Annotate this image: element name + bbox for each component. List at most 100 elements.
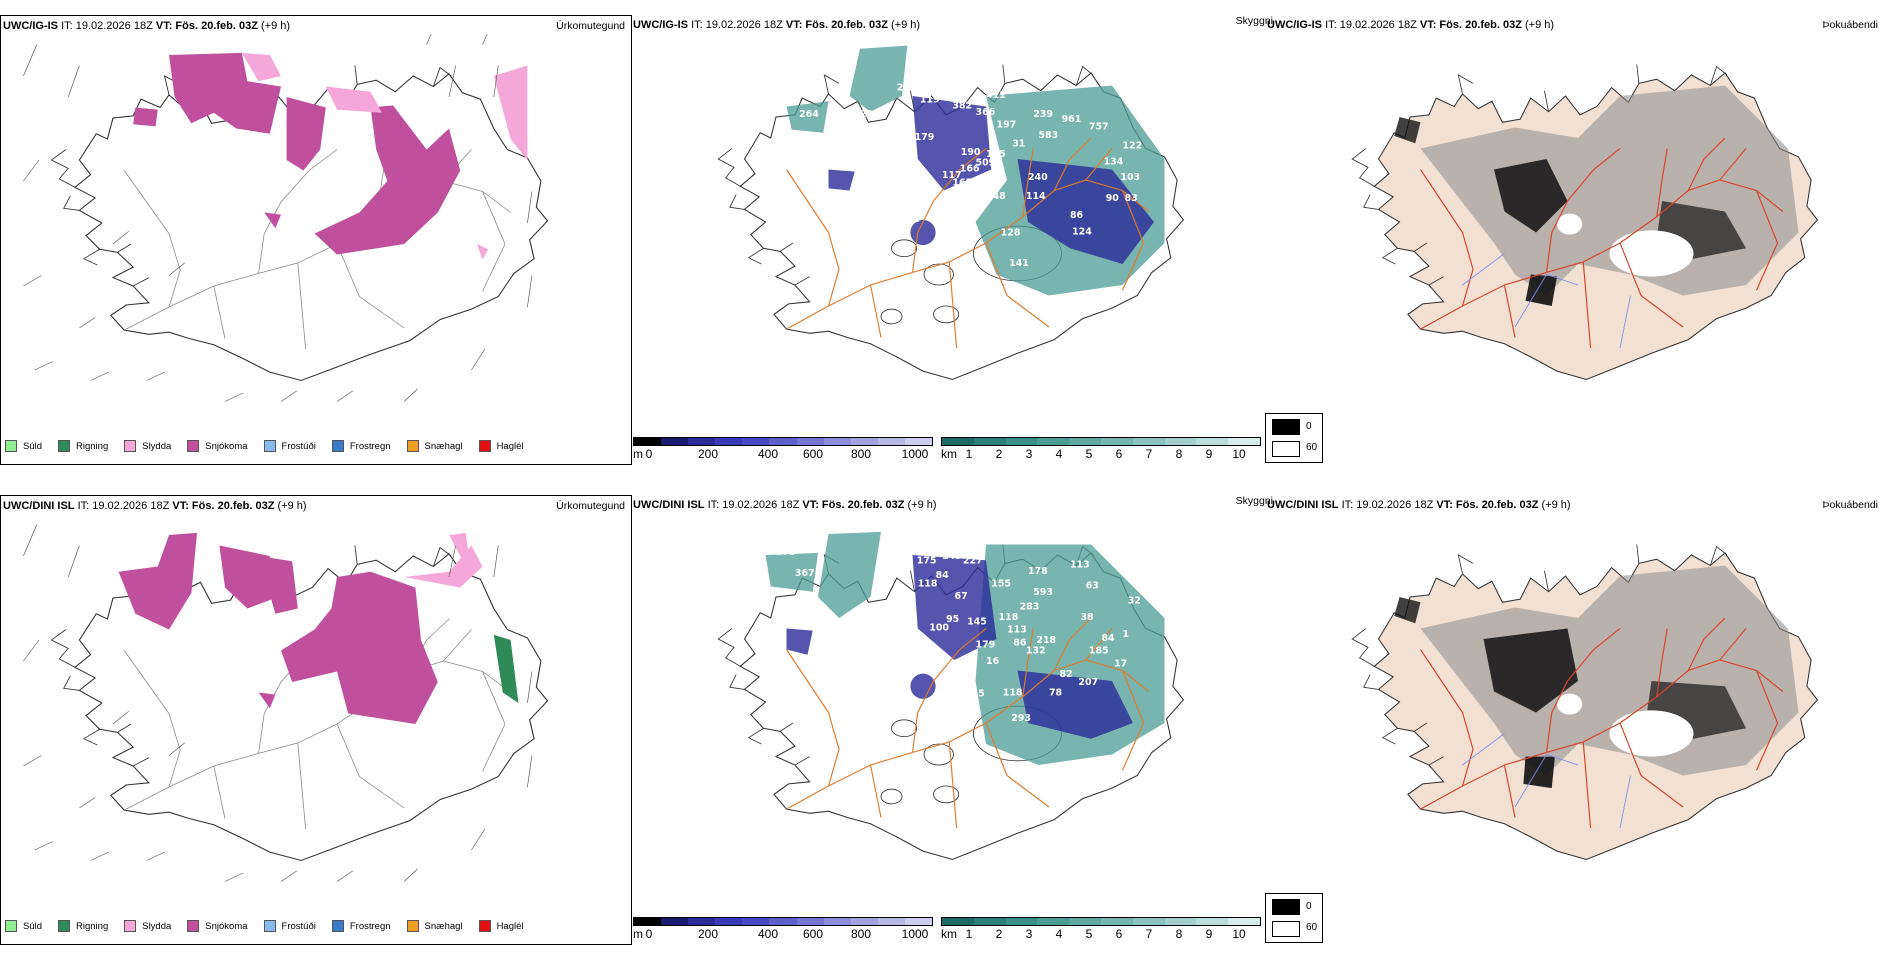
panel-title: Skyggni [1235, 495, 1273, 507]
cloud-label: 114 [1026, 191, 1046, 202]
visibility-map: 173 367 149 227 175 84 178 113 118 155 5… [717, 531, 1184, 861]
cloud-label: 118 [1003, 688, 1023, 699]
cloud-label: 173 [776, 547, 796, 558]
swatch [187, 920, 200, 932]
cloud-label: 155 [991, 579, 1011, 590]
colorbar-segment [688, 438, 716, 445]
legend-item-rain: Rigning [58, 440, 108, 452]
visibility-panel: UWC/IG-IS IT: 19.02.2026 18Z VT: Fös. 20… [633, 15, 1273, 461]
cloud-label: 185 [1089, 646, 1109, 657]
legend-item-snow-pellets: Snæhagl [406, 440, 463, 452]
fog-shading [1394, 565, 1799, 789]
precip-type-panel: UWC/DINI ISL IT: 19.02.2026 18Z VT: Fös.… [0, 495, 632, 945]
cloud-base-ticks: m 0 200 400 600 800 1000 [633, 447, 929, 461]
panel-title: Skyggni [1235, 15, 1273, 27]
cloud-label: 82 [1060, 669, 1073, 680]
panel-header: UWC/DINI ISL IT: 19.02.2026 18Z VT: Fös.… [1267, 499, 1571, 511]
cloud-label: 178 [1028, 566, 1048, 577]
cloud-base-colorbar: m 0 200 400 600 800 1000 [633, 917, 933, 943]
precip-type-map [23, 34, 549, 402]
visibility-panel: UWC/DINI ISL IT: 19.02.2026 18Z VT: Fös.… [633, 495, 1273, 941]
snow-areas [133, 52, 461, 255]
fog-low-swatch [1272, 441, 1300, 457]
colorbar-segment [661, 918, 689, 925]
cloud-label: 164 [936, 83, 956, 94]
legend-item-snow-pellets: Snæhagl [406, 920, 463, 932]
panel-title: Þokuábendi [1822, 19, 1878, 31]
cloud-label: 134 [1104, 156, 1124, 167]
swatch [58, 440, 71, 452]
colorbar-segment [1005, 918, 1038, 925]
colorbar-segment [1228, 438, 1260, 445]
cloud-label: 113 [1070, 560, 1090, 571]
colorbar-segment [1100, 438, 1133, 445]
fog-high-swatch [1272, 899, 1300, 915]
cloud-label: 283 [1020, 602, 1040, 613]
swatch [406, 920, 419, 932]
cloud-label: 145 [965, 689, 985, 700]
colorbar-segment [1069, 438, 1101, 445]
cloud-label: 78 [1049, 688, 1062, 699]
fog-map [1351, 543, 1818, 861]
fog-low-swatch [1272, 921, 1300, 937]
panel-header: UWC/DINI ISL IT: 19.02.2026 18Z VT: Fös.… [633, 499, 937, 511]
wind-barbs [23, 34, 533, 402]
cloud-label: 128 [1001, 228, 1021, 239]
panel-title: Úrkomutegund [556, 20, 625, 32]
cloud-label: 132 [1026, 646, 1046, 657]
cloud-label: 117 [942, 170, 962, 181]
cloud-label: 149 [942, 551, 962, 562]
visibility-colorbar: km 1 2 3 4 5 6 7 8 9 10 [941, 437, 1261, 463]
cloud-label: 86 [1070, 210, 1084, 221]
legend-item-drizzle: Súld [5, 440, 42, 452]
colorbar-segment [942, 438, 974, 445]
precip-legend: Súld Rigning Slydda Snjókoma Frostúði Fr… [5, 916, 534, 936]
cloud-label: 125 [986, 149, 1006, 160]
cloud-base-labels: 279 164 264 119 382 411 239 961 292 197 … [799, 83, 1142, 269]
colorbar-segment [1037, 438, 1070, 445]
colorbar-segment [823, 438, 851, 445]
visibility-map: 279 164 264 119 382 411 239 961 292 197 … [717, 45, 1184, 381]
legend-item-freezing-rain: Frostregn [331, 440, 391, 452]
swatch [406, 440, 419, 452]
fog-high-swatch [1272, 419, 1300, 435]
cloud-label: 509 [976, 157, 996, 168]
swatch [331, 920, 344, 932]
row-dini-isl: UWC/DINI ISL IT: 19.02.2026 18Z VT: Fös.… [0, 495, 1900, 965]
precip-type-map [23, 524, 549, 882]
colorbar-segment [769, 918, 797, 925]
colorbar-segment [1100, 918, 1133, 925]
cloud-label: 32 [1128, 595, 1141, 606]
swatch [187, 440, 200, 452]
colorbar-segment [796, 918, 824, 925]
cloud-label: 190 [961, 147, 981, 158]
colorbar-segment [877, 918, 905, 925]
cloud-label: 92 [940, 678, 953, 689]
fog-legend: 0 60 [1265, 893, 1323, 943]
cloud-label: 118 [999, 612, 1019, 623]
colorbar-segment [1069, 918, 1101, 925]
swatch [5, 920, 17, 932]
cloud-label: 207 [1078, 677, 1098, 688]
cloud-label: 31 [1012, 138, 1025, 149]
cloud-label: 31 [810, 166, 823, 177]
cloud-label: 757 [1089, 122, 1109, 133]
cloud-label: 264 [799, 109, 819, 120]
colorbar-segment [1132, 918, 1165, 925]
swatch [5, 440, 17, 452]
cloud-label: 239 [1033, 109, 1053, 120]
cloud-label: 17 [1114, 658, 1127, 669]
cloud-base-colorbar: m 0 200 400 600 800 1000 [633, 437, 933, 463]
cloud-label: 124 [1072, 227, 1092, 238]
panel-header: UWC/DINI ISL IT: 19.02.2026 18Z VT: Fös.… [3, 500, 307, 512]
colorbar-segment [973, 438, 1006, 445]
legend-item-snow: Snjókoma [187, 920, 248, 932]
cloud-label: 31 [946, 219, 959, 230]
cloud-label: 119 [920, 94, 940, 105]
visibility-colorbar: km 1 2 3 4 5 6 7 8 9 10 [941, 917, 1261, 943]
cloud-label: 961 [1062, 114, 1082, 125]
fog-panel: UWC/DINI ISL IT: 19.02.2026 18Z VT: Fös.… [1265, 495, 1900, 943]
swatch [478, 920, 491, 932]
colorbar-segment [904, 438, 933, 445]
swatch [124, 920, 137, 932]
